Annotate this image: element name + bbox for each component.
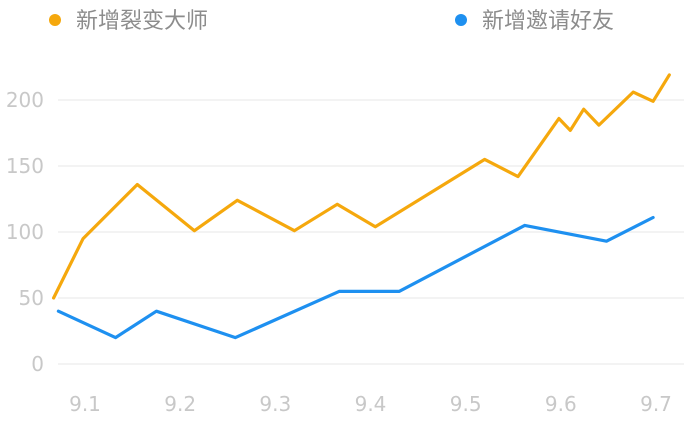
legend-marker-1: [49, 14, 61, 26]
y-tick-label: 100: [6, 220, 44, 244]
x-tick-label: 9.3: [259, 392, 291, 416]
series-line-2: [56, 215, 655, 340]
legend-label-1: 新增裂变大师: [76, 9, 208, 34]
x-axis: 9.1 9.2 9.3 9.4 9.5 9.6 9.7: [69, 392, 672, 416]
x-tick-label: 9.5: [450, 392, 482, 416]
x-tick-label: 9.7: [640, 392, 672, 416]
grid-layer: [58, 99, 684, 365]
y-tick-label: 150: [6, 154, 44, 178]
x-tick-label: 9.6: [545, 392, 577, 416]
legend-marker-2: [455, 14, 467, 26]
legend-label-2: 新增邀请好友: [482, 9, 614, 34]
series-layer: [51, 73, 671, 340]
x-tick-label: 9.4: [355, 392, 387, 416]
x-tick-label: 9.1: [69, 392, 101, 416]
y-tick-label: 50: [19, 286, 44, 310]
x-tick-label: 9.2: [164, 392, 196, 416]
y-tick-label: 200: [6, 88, 44, 112]
legend: 新增裂变大师 新增邀请好友: [49, 9, 614, 34]
y-axis: 0 50 100 150 200: [6, 88, 44, 376]
series-line-1: [51, 73, 671, 300]
y-tick-label: 0: [31, 352, 44, 376]
